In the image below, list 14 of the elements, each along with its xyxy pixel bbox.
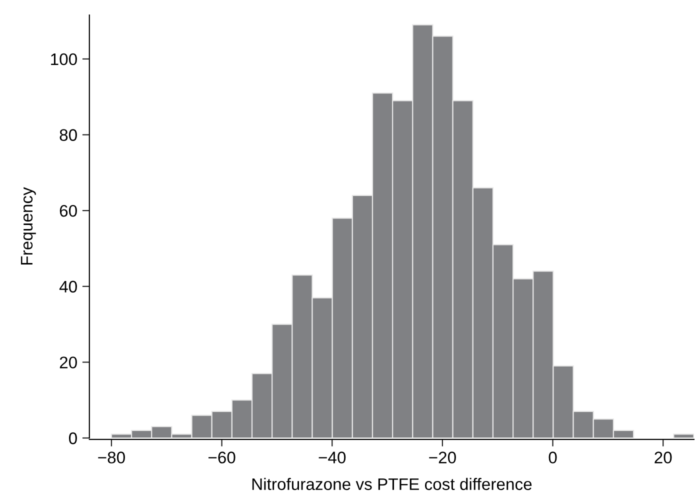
- x-axis-title: Nitrofurazone vs PTFE cost difference: [252, 478, 532, 490]
- y-tick-label: 100: [51, 53, 77, 66]
- y-tick-label: 40: [59, 280, 77, 293]
- x-tick-label: −20: [429, 452, 456, 464]
- y-axis-title: Frequency: [20, 187, 36, 264]
- y-tick-label: 80: [60, 129, 77, 141]
- x-tick-label: −60: [208, 452, 236, 464]
- x-tick-label: −40: [318, 452, 346, 464]
- x-tick-label: −80: [98, 452, 125, 464]
- y-tick-label: 0: [68, 432, 77, 444]
- y-tick-label: 20: [60, 356, 77, 368]
- x-tick-label: 20: [654, 452, 672, 464]
- x-tick-label: 0: [548, 452, 557, 464]
- y-tick-label: 60: [60, 204, 77, 217]
